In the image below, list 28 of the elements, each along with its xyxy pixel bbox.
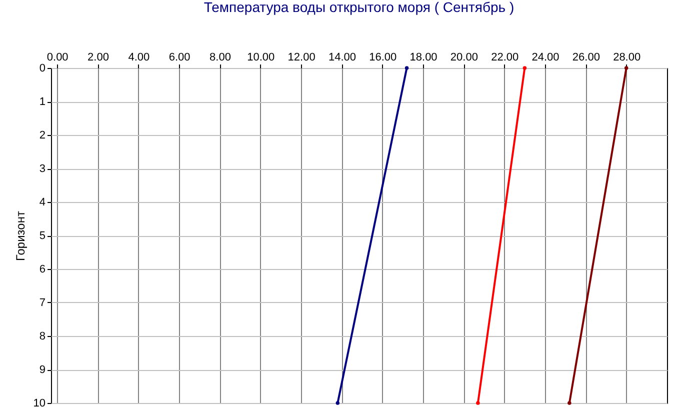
y-tick-label: 4 bbox=[39, 196, 46, 208]
x-tick-label: 12.00 bbox=[288, 52, 316, 64]
x-tick-label: 6.00 bbox=[168, 52, 190, 64]
y-tick-label: 2 bbox=[39, 130, 46, 142]
y-tick-label: 9 bbox=[39, 364, 46, 376]
chart-title: Температура воды открытого моря ( Сентябрь ) bbox=[204, 0, 514, 15]
y-tick-label: 7 bbox=[39, 297, 46, 309]
x-tick-label: 2.00 bbox=[88, 52, 109, 64]
x-tick-label: 0.00 bbox=[46, 52, 68, 64]
y-tick-label: 5 bbox=[39, 230, 46, 242]
x-tick-label: 18.00 bbox=[410, 52, 438, 64]
y-tick-label: 1 bbox=[39, 96, 46, 108]
x-tick-label: 20.00 bbox=[450, 52, 478, 64]
x-tick-label: 10.00 bbox=[247, 52, 275, 64]
x-tick-label: 26.00 bbox=[572, 52, 600, 64]
x-tick-label: 22.00 bbox=[491, 52, 519, 64]
x-tick-label: 16.00 bbox=[369, 52, 397, 64]
y-tick-label: 8 bbox=[39, 330, 46, 342]
y-tick-label: 6 bbox=[39, 264, 46, 276]
y-axis-title: Горизонт bbox=[13, 210, 28, 261]
y-tick-label: 10 bbox=[33, 398, 46, 410]
x-tick-label: 24.00 bbox=[532, 52, 560, 64]
y-tick-label: 0 bbox=[39, 62, 46, 74]
y-tick-label: 3 bbox=[39, 163, 46, 175]
x-tick-label: 4.00 bbox=[128, 52, 150, 64]
x-tick-label: 28.00 bbox=[613, 52, 641, 64]
x-tick-label: 14.00 bbox=[328, 52, 356, 64]
x-tick-label: 8.00 bbox=[210, 52, 231, 64]
